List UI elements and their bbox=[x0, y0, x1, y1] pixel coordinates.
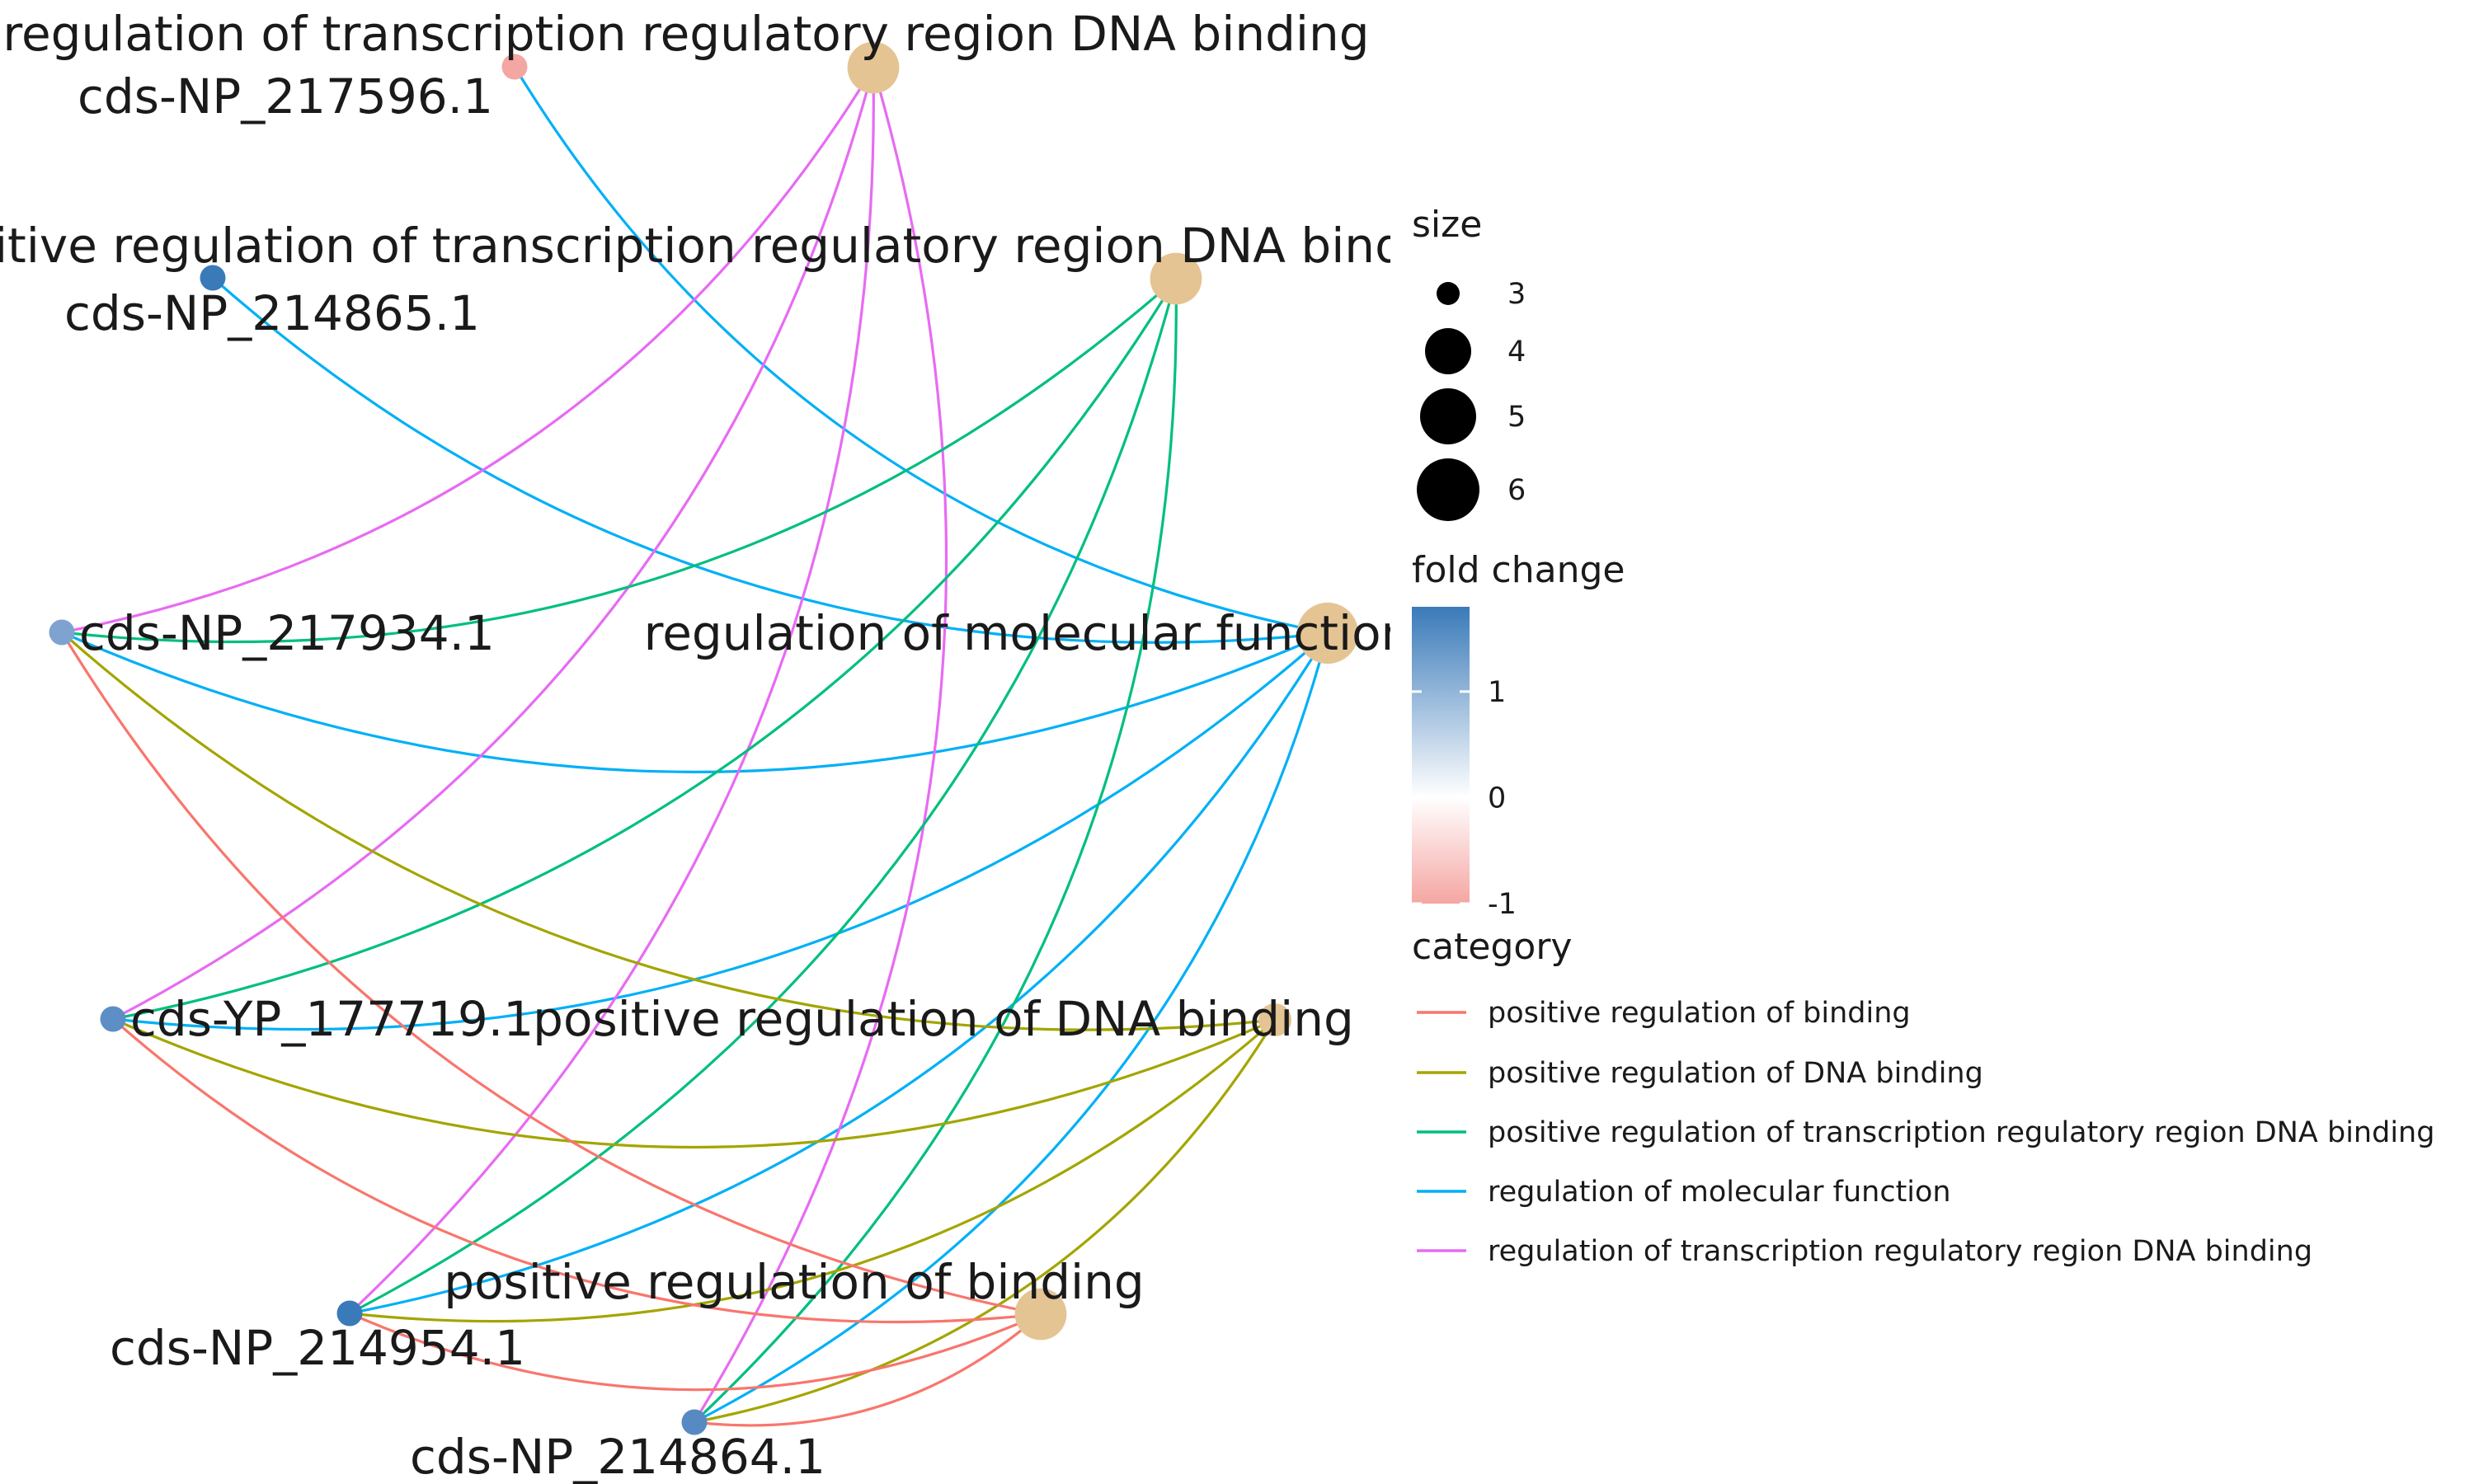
size-legend-title: size bbox=[1412, 204, 1482, 246]
node-label-positive-regulation-of-transcription-regulatory-region-dna-binding: positive regulation of transcription reg… bbox=[0, 218, 1479, 274]
gene-node-cds-np-217596-1 bbox=[501, 54, 528, 80]
size-legend-label-5: 5 bbox=[1507, 401, 1526, 434]
edge-cds-np-217934-1-to-positive-regulation-of-transcription-regulatory-region-dna-binding bbox=[61, 277, 1178, 644]
edge-cds-yp-177719-1-to-positive-regulation-of-binding bbox=[111, 1017, 1042, 1324]
edge-cds-np-214864-1-to-positive-regulation-of-binding bbox=[694, 1313, 1042, 1427]
size-legend-dot-3 bbox=[1437, 282, 1460, 305]
gene-node-cds-yp-177719-1 bbox=[100, 1006, 126, 1032]
edge-cds-np-217934-1-to-positive-regulation-of-binding bbox=[60, 632, 1042, 1316]
category-node-positive-regulation-of-binding bbox=[1014, 1288, 1067, 1341]
edge-cds-np-217934-1-to-positive-regulation-of-dna-binding bbox=[60, 631, 1276, 1031]
edge-cds-np-214954-1-to-positive-regulation-of-binding bbox=[349, 1312, 1042, 1392]
size-legend: size 3 4 5 6 bbox=[1412, 204, 1526, 521]
edge-cds-yp-177719-1-to-regulation-of-transcription-regulatory-region-dna-binding bbox=[112, 67, 875, 1021]
category-node-regulation-of-transcription-regulatory-region-dna-binding bbox=[847, 41, 900, 94]
fold-change-legend-title: fold change bbox=[1412, 549, 1625, 591]
edge-cds-np-217596-1-to-regulation-of-molecular-function bbox=[513, 66, 1329, 635]
size-legend-label-3: 3 bbox=[1507, 278, 1526, 311]
category-node-positive-regulation-of-transcription-regulatory-region-dna-binding bbox=[1150, 252, 1202, 305]
gene-node-cds-np-214865-1 bbox=[200, 265, 226, 291]
fold-change-legend: fold change 1 0 -1 bbox=[1412, 549, 1625, 921]
edge-cds-np-214864-1-to-regulation-of-transcription-regulatory-region-dna-binding bbox=[693, 67, 948, 1423]
category-legend-label-regulation-of-transcription-regulatory-region-dna-binding: regulation of transcription regulatory r… bbox=[1488, 1235, 2312, 1268]
fold-change-colorbar bbox=[1412, 607, 1470, 904]
category-legend-label-regulation-of-molecular-function: regulation of molecular function bbox=[1488, 1176, 1951, 1209]
gene-node-cds-np-217934-1 bbox=[49, 619, 75, 646]
category-node-regulation-of-molecular-function bbox=[1296, 602, 1359, 665]
node-label-cds-np-214954-1: cds-NP_214954.1 bbox=[110, 1320, 525, 1376]
size-legend-label-6: 6 bbox=[1507, 474, 1526, 507]
node-label-positive-regulation-of-binding: positive regulation of binding bbox=[444, 1254, 1145, 1310]
node-label-cds-np-214865-1: cds-NP_214865.1 bbox=[64, 285, 480, 341]
size-legend-dot-4 bbox=[1425, 328, 1471, 374]
edge-cds-np-214864-1-to-positive-regulation-of-dna-binding bbox=[694, 1019, 1277, 1424]
legend: size 3 4 5 6 fold change 1 0 -1 category positiv… bbox=[1412, 204, 2434, 1268]
edge-cds-np-214954-1-to-positive-regulation-of-transcription-regulatory-region-dna-binding bbox=[349, 278, 1178, 1315]
edge-cds-np-214864-1-to-regulation-of-molecular-function bbox=[694, 632, 1329, 1424]
category-node-positive-regulation-of-dna-binding bbox=[1258, 1003, 1291, 1036]
fold-change-tick-label-1: -1 bbox=[1488, 888, 1517, 921]
node-label-cds-np-214864-1: cds-NP_214864.1 bbox=[410, 1429, 825, 1484]
edge-cds-np-214864-1-to-positive-regulation-of-transcription-regulatory-region-dna-binding bbox=[693, 278, 1178, 1424]
fold-change-tick-label-1: 1 bbox=[1488, 676, 1506, 709]
size-legend-label-4: 4 bbox=[1507, 336, 1526, 369]
size-legend-dot-5 bbox=[1420, 388, 1476, 444]
category-legend: category positive regulation of binding po… bbox=[1412, 926, 2434, 1268]
edge-cds-np-217934-1-to-regulation-of-transcription-regulatory-region-dna-binding bbox=[61, 67, 875, 634]
edge-cds-np-214954-1-to-regulation-of-molecular-function bbox=[349, 632, 1329, 1315]
category-legend-label-positive-regulation-of-transcription-regulatory-region-dna-binding: positive regulation of transcription reg… bbox=[1488, 1116, 2434, 1149]
edge-cds-np-214954-1-to-positive-regulation-of-dna-binding bbox=[349, 1018, 1277, 1323]
fold-change-tick-label-0: 0 bbox=[1488, 782, 1506, 815]
size-legend-dot-6 bbox=[1417, 458, 1479, 521]
node-label-regulation-of-transcription-regulatory-region-dna-binding: regulation of transcription regulatory r… bbox=[2, 6, 1369, 62]
edge-cds-np-217934-1-to-regulation-of-molecular-function bbox=[61, 631, 1329, 773]
gene-node-cds-np-214954-1 bbox=[336, 1300, 363, 1327]
node-label-cds-np-217596-1: cds-NP_217596.1 bbox=[78, 68, 493, 124]
edge-cds-yp-177719-1-to-positive-regulation-of-dna-binding bbox=[112, 1017, 1276, 1149]
nodes-layer bbox=[49, 41, 1359, 1435]
node-label-positive-regulation-of-dna-binding: positive regulation of DNA binding bbox=[533, 991, 1354, 1047]
node-label-cds-np-217934-1: cds-NP_217934.1 bbox=[79, 605, 495, 661]
category-legend-label-positive-regulation-of-binding: positive regulation of binding bbox=[1488, 997, 1911, 1030]
category-legend-label-positive-regulation-of-dna-binding: positive regulation of DNA binding bbox=[1488, 1057, 1983, 1090]
plot-area: positive regulation of binding positive r… bbox=[0, 6, 1479, 1484]
edge-cds-yp-177719-1-to-positive-regulation-of-transcription-regulatory-region-dna-binding bbox=[112, 278, 1178, 1021]
labels-layer: positive regulation of binding positive r… bbox=[0, 6, 1479, 1484]
category-legend-title: category bbox=[1412, 926, 1572, 968]
node-label-regulation-of-molecular-function: regulation of molecular function bbox=[644, 605, 1412, 661]
gene-node-cds-np-214864-1 bbox=[681, 1409, 708, 1435]
edges-layer bbox=[60, 66, 1329, 1427]
node-label-cds-yp-177719-1: cds-YP_177719.1 bbox=[130, 991, 534, 1047]
edge-cds-yp-177719-1-to-regulation-of-molecular-function bbox=[112, 632, 1329, 1031]
